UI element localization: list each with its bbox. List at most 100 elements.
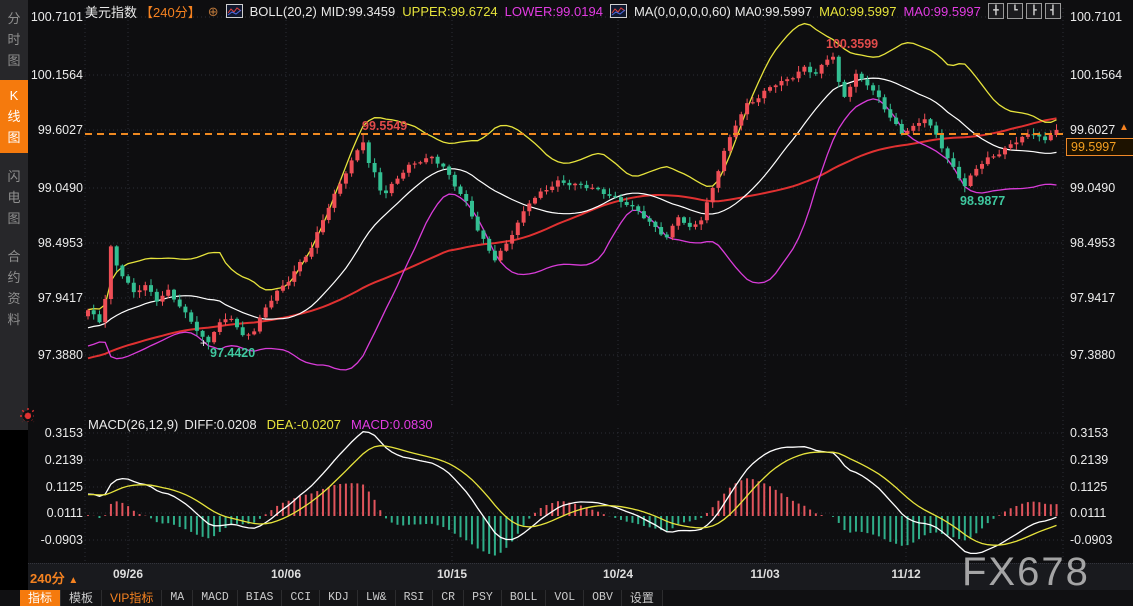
tab-lw[interactable]: LW& [357,590,396,606]
tab-kdj[interactable]: KDJ [320,590,358,606]
pan-tool-icon[interactable]: ╋ [988,3,1004,19]
tab-vip-indicator[interactable]: VIP指标 [102,590,163,606]
macd-header: MACD(26,12,9) DIFF:0.0208 DEA:-0.0207 MA… [88,417,433,432]
tab-cr[interactable]: CR [433,590,465,606]
tab-psy[interactable]: PSY [464,590,502,606]
sidebar-item-kline-chart[interactable]: K线图 [0,80,28,153]
macd-name: MACD(26,12,9) [88,417,179,432]
macd-axis-label: -0.0903 [1070,533,1113,547]
macd-axis-label: 0.3153 [44,426,83,440]
tab-boll[interactable]: BOLL [501,590,547,606]
boll-indicator-icon[interactable] [225,4,243,18]
tab-macd[interactable]: MACD [193,590,238,606]
grid-layer [84,8,1064,563]
period-selector[interactable]: 240分 ▲ [30,568,78,587]
period-text: 240分 [30,571,65,586]
y-axis-label: 97.9417 [37,291,83,305]
boll-upper-value: UPPER:99.6724 [402,3,498,19]
macd-axis-label: 0.3153 [1070,426,1109,440]
sidebar-item-label: 分时图 [7,11,21,68]
tab-indicator[interactable]: 指标 [20,590,62,606]
ma-indicator-icon[interactable] [609,4,627,18]
y-axis-label: 97.9417 [1070,291,1116,305]
sidebar-item-label: K线图 [7,88,21,145]
sidebar-item-timeline-chart[interactable]: 分时图 [0,8,28,71]
macd-axis-label: 0.1125 [45,480,83,494]
x-axis-date: 11/12 [891,567,921,581]
candles-layer [86,52,1059,350]
live-flash-icon [19,407,37,430]
scale-right-axis-icon[interactable]: ┣ [1026,3,1042,19]
tab-ma[interactable]: MA [162,590,194,606]
y-axis-label: 99.6027 [37,123,83,137]
boll-upper-line [87,22,1057,311]
low-annotation: 98.9877 [960,194,1006,208]
ma-value-2: MA0:99.5997 [819,3,897,19]
high-annotation: 100.3599 [826,37,879,51]
y-axis-label: 100.7101 [1070,10,1123,24]
exit-chart-icon[interactable]: ┫ [1045,3,1061,19]
boll-name: BOLL(20,2) [249,3,317,19]
y-axis-label: 99.0490 [1070,181,1116,195]
chart-background [28,0,1133,563]
tab-settings[interactable]: 设置 [621,590,663,606]
boll-lower-line [87,98,1057,371]
macd-axis-label: 0.2139 [44,453,83,467]
low-marker-cross-icon: + [200,336,208,350]
tab-vol[interactable]: VOL [546,590,585,606]
ma-value-1: MA0:99.5997 [734,3,813,19]
period-badge: 【240分】 [140,4,201,20]
low-annotation: 97.4420 [210,346,256,360]
macd-axis-label: 0.2139 [1070,453,1109,467]
x-axis-date: 10/15 [436,567,468,581]
tab-rsi[interactable]: RSI [395,590,434,606]
macd-dea-line [88,445,1057,546]
current-price-tag: 99.5997 [1066,138,1133,156]
y-axis-label: 97.3880 [37,348,83,362]
scale-left-axis-icon[interactable]: ┗ [1007,3,1023,19]
macd-layer [87,431,1058,556]
symbol-title: 美元指数 [85,4,138,20]
up-candle-bodies [86,56,1059,343]
y-axis-label: 99.6027 [1070,123,1116,137]
macd-diff-value: DIFF:0.0208 [184,417,257,432]
price-up-arrow-icon: ▲ [1119,122,1129,133]
boll-lower-value: LOWER:99.0194 [504,3,603,19]
x-axis-date: 09/26 [112,567,144,581]
date-axis-row [28,563,1133,591]
down-candle-wicks [93,55,1046,350]
macd-axis-label: -0.0903 [40,533,83,547]
tab-template[interactable]: 模板 [61,590,103,606]
sidebar-item-lightning-chart[interactable]: 闪电图 [0,166,28,229]
watermark: FX678 [962,550,1090,594]
ma60-line [87,117,1057,360]
up-candle-wicks [87,52,1057,345]
boll-ma-layer [87,22,1057,371]
tab-cci[interactable]: CCI [282,590,321,606]
compare-icon[interactable]: ⊕ [207,3,219,19]
chart-tool-buttons: ╋ ┗ ┣ ┫ [988,3,1061,19]
y-axis-label: 97.3880 [1070,348,1116,362]
sidebar: 分时图 K线图 闪电图 合约资料 [0,0,28,430]
tab-obv[interactable]: OBV [584,590,622,606]
ma-value-3: MA0:99.5997 [903,3,981,19]
macd-axis-label: 0.0111 [1070,506,1107,520]
down-candle-bodies [91,56,1048,343]
period-arrow-icon: ▲ [68,575,79,586]
tab-bias[interactable]: BIAS [237,590,283,606]
boll-mid-value: MID:99.3459 [320,3,396,19]
sidebar-item-label: 闪电图 [7,169,21,226]
sidebar-item-label: 合约资料 [7,249,21,327]
y-axis-label: 98.4953 [37,236,83,250]
boll-mid-line [87,77,1057,329]
ma-name: MA(0,0,0,0,0,60) [633,3,731,19]
macd-diff-line [87,431,1057,555]
x-axis-date: 11/03 [750,567,780,581]
sidebar-item-contract-info[interactable]: 合约资料 [0,246,28,330]
y-axis-label: 100.7101 [30,10,83,24]
indicator-tab-bar: 指标 模板 VIP指标 MA MACD BIAS CCI KDJ LW& RSI… [20,590,663,606]
y-axis-label: 99.0490 [37,181,83,195]
y-axis-label: 100.1564 [30,68,83,82]
y-axis-label: 98.4953 [1070,236,1116,250]
